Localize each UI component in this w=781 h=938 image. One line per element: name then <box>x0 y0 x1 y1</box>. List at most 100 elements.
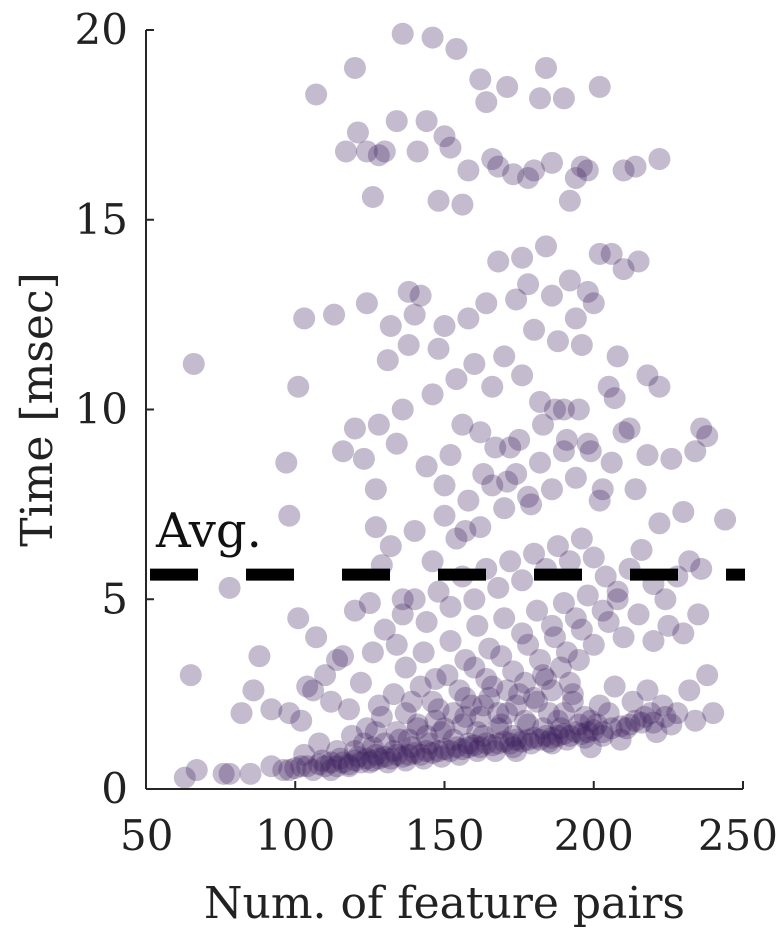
data-point <box>534 56 557 79</box>
data-point <box>349 671 372 694</box>
data-point <box>505 463 528 486</box>
data-point <box>275 451 298 474</box>
data-point <box>490 645 513 668</box>
data-point <box>552 702 575 725</box>
data-point <box>624 709 647 732</box>
data-point <box>496 702 519 725</box>
data-point <box>290 709 313 732</box>
data-point <box>576 159 599 182</box>
data-point <box>293 743 316 766</box>
data-point <box>529 451 552 474</box>
data-point <box>609 728 632 751</box>
data-point <box>612 159 635 182</box>
data-point <box>403 303 426 326</box>
data-point <box>445 736 468 759</box>
data-point <box>618 417 641 440</box>
data-point <box>358 751 381 774</box>
data-point <box>337 753 360 776</box>
data-point <box>355 140 378 163</box>
data-point <box>636 679 659 702</box>
data-point <box>648 148 671 171</box>
data-point <box>478 637 501 660</box>
data-point <box>391 588 414 611</box>
data-point <box>343 740 366 763</box>
x-tick-label: 200 <box>554 811 634 860</box>
data-point <box>296 675 319 698</box>
data-point <box>182 352 205 375</box>
data-point <box>364 516 387 539</box>
data-point <box>514 671 537 694</box>
data-point <box>370 705 393 728</box>
data-point <box>657 614 680 637</box>
data-point <box>564 607 587 630</box>
x-tick-label: 150 <box>404 811 484 860</box>
data-point <box>454 686 477 709</box>
data-point <box>448 679 471 702</box>
data-point <box>642 711 665 734</box>
data-point <box>684 709 707 732</box>
data-point <box>451 193 474 216</box>
data-point <box>308 753 331 776</box>
data-point <box>302 759 325 782</box>
data-point <box>469 421 492 444</box>
data-point <box>364 721 387 744</box>
data-point <box>666 702 689 725</box>
data-point <box>469 705 492 728</box>
data-point <box>475 292 498 315</box>
data-point <box>430 721 453 744</box>
data-point <box>305 83 328 106</box>
data-point <box>403 588 426 611</box>
data-point <box>672 622 695 645</box>
data-point <box>678 550 701 573</box>
data-point <box>394 702 417 725</box>
data-point <box>314 755 337 778</box>
data-point <box>502 724 525 747</box>
data-point <box>367 694 390 717</box>
data-point <box>364 478 387 501</box>
data-point <box>520 732 543 755</box>
data-point <box>382 740 405 763</box>
data-point <box>633 705 656 728</box>
data-point <box>597 611 620 634</box>
data-point <box>185 759 208 782</box>
data-point <box>624 478 647 501</box>
x-axis-label: Num. of feature pairs <box>204 878 685 929</box>
data-point <box>361 749 384 772</box>
data-point <box>394 749 417 772</box>
data-point <box>230 702 253 725</box>
data-point <box>329 747 352 770</box>
data-point <box>445 368 468 391</box>
data-point <box>376 751 399 774</box>
data-point <box>630 538 653 561</box>
data-point <box>412 747 435 770</box>
data-point <box>406 717 429 740</box>
data-point <box>415 740 438 763</box>
data-point <box>463 734 486 757</box>
data-point <box>391 745 414 768</box>
data-point <box>514 709 537 732</box>
data-point <box>534 667 557 690</box>
data-point <box>361 641 384 664</box>
data-point <box>576 584 599 607</box>
data-point <box>672 500 695 523</box>
data-point <box>582 633 605 656</box>
data-point <box>558 724 581 747</box>
data-point <box>442 702 465 725</box>
data-point <box>654 705 677 728</box>
data-point <box>546 535 569 558</box>
data-point <box>278 702 301 725</box>
data-point <box>457 736 480 759</box>
data-point <box>406 140 429 163</box>
data-point <box>478 686 501 709</box>
data-point <box>558 671 581 694</box>
data-point <box>287 607 310 630</box>
data-point <box>427 698 450 721</box>
data-point <box>540 732 563 755</box>
data-point <box>340 724 363 747</box>
data-point <box>573 726 596 749</box>
data-point <box>427 189 450 212</box>
data-point <box>502 660 525 683</box>
data-point <box>439 629 462 652</box>
data-point <box>543 398 566 421</box>
data-point <box>218 762 241 785</box>
